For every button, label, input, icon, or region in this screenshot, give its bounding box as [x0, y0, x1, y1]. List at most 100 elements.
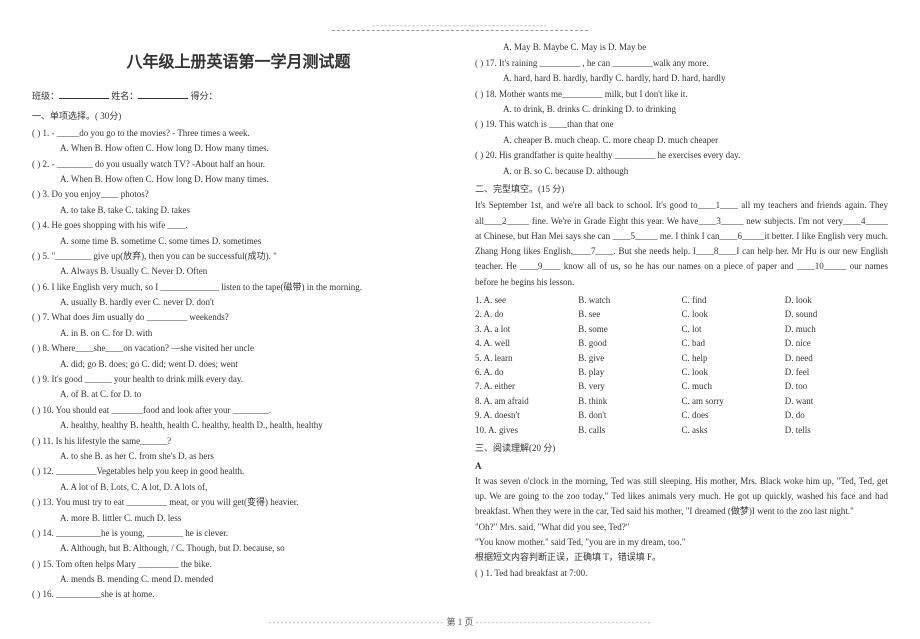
cloze-cell: D. feel	[785, 365, 888, 379]
class-label: 班级：	[32, 91, 59, 101]
cloze-cell: B. good	[578, 336, 681, 350]
cloze-cell: D. need	[785, 351, 888, 365]
right-column: A. May B. Maybe C. May is D. May be ( ) …	[475, 40, 888, 602]
cloze-cell: 10. A. gives	[475, 423, 578, 437]
q19: ( ) 19. This watch is ____than that one	[475, 117, 888, 131]
cloze-cell: B. play	[578, 365, 681, 379]
q19-opts: A. cheaper B. much cheap. C. more cheap …	[475, 133, 888, 147]
cloze-cell: 1. A. see	[475, 293, 578, 307]
reading-q1: ( ) 1. Ted had breakfast at 7:00.	[475, 566, 888, 580]
cloze-row: 3. A. a lotB. someC. lotD. much	[475, 322, 888, 336]
q14: ( ) 14. __________he is young, ________ …	[32, 526, 445, 540]
cloze-row: 4. A. wellB. goodC. badD. nice	[475, 336, 888, 350]
q5-opts: A. Always B. Usually C. Never D. Often	[32, 264, 445, 278]
header-dashes: ----------------------------------------…	[32, 18, 888, 32]
q15-opts: A. mends B. mending C. mend D. mended	[32, 572, 445, 586]
q11-opts: A. to she B. as her C. from she's D. as …	[32, 449, 445, 463]
q3-opts: A. to take B. take C. taking D. takes	[32, 203, 445, 217]
q18: ( ) 18. Mother wants me_________ milk, b…	[475, 87, 888, 101]
cloze-cell: B. watch	[578, 293, 681, 307]
reading-passage: It was seven o'clock in the morning, Ted…	[475, 474, 888, 520]
cloze-row: 2. A. doB. seeC. lookD. sound	[475, 307, 888, 321]
cloze-row: 6. A. doB. playC. lookD. feel	[475, 365, 888, 379]
cloze-cell: C. asks	[682, 423, 785, 437]
q1-opts: A. When B. How often C. How long D. How …	[32, 141, 445, 155]
section-2-heading: 二、完型填空。(15 分)	[475, 182, 888, 196]
cloze-cell: B. calls	[578, 423, 681, 437]
cloze-cell: B. give	[578, 351, 681, 365]
q4: ( ) 4. He goes shopping with his wife __…	[32, 218, 445, 232]
cloze-cell: C. find	[682, 293, 785, 307]
cloze-cell: 2. A. do	[475, 307, 578, 321]
cloze-row: 1. A. seeB. watchC. findD. look	[475, 293, 888, 307]
reading-p3: "You know mother." said Ted, "you are in…	[475, 535, 888, 549]
cloze-cell: 6. A. do	[475, 365, 578, 379]
cloze-row: 10. A. givesB. callsC. asksD. tells	[475, 423, 888, 437]
cloze-cell: D. tells	[785, 423, 888, 437]
name-blank[interactable]	[138, 88, 188, 99]
cloze-cell: B. think	[578, 394, 681, 408]
q1: ( ) 1. - _____do you go to the movies? -…	[32, 126, 445, 140]
cloze-row: 7. A. eitherB. veryC. muchD. too	[475, 379, 888, 393]
cloze-cell: 3. A. a lot	[475, 322, 578, 336]
cloze-cell: 4. A. well	[475, 336, 578, 350]
cloze-cell: D. sound	[785, 307, 888, 321]
footer-dash-left: ----------------------------------------…	[268, 617, 444, 627]
cloze-cell: C. much	[682, 379, 785, 393]
q17-opts: A. hard, hard B. hardly, hardly C. hardl…	[475, 71, 888, 85]
q6: ( ) 6. I like English very much, so I __…	[32, 280, 445, 294]
q8-opts: A. did; go B. does; go C. did; went D. d…	[32, 357, 445, 371]
q9: ( ) 9. It's good ______ your health to d…	[32, 372, 445, 386]
cloze-cell: D. nice	[785, 336, 888, 350]
q20-opts: A. or B. so C. because D. although	[475, 164, 888, 178]
cloze-row: 5. A. learnB. giveC. helpD. need	[475, 351, 888, 365]
page-footer: ----------------------------------------…	[32, 615, 888, 629]
q20: ( ) 20. His grandfather is quite healthy…	[475, 148, 888, 162]
q14-opts: A. Although, but B. Although, / C. Thoug…	[32, 541, 445, 555]
cloze-cell: B. see	[578, 307, 681, 321]
cloze-cell: C. bad	[682, 336, 785, 350]
cloze-cell: 8. A. am afraid	[475, 394, 578, 408]
cloze-cell: D. much	[785, 322, 888, 336]
section-1-heading: 一、单项选择。( 30分)	[32, 109, 445, 123]
q13-opts: A. more B. littler C. much D. less	[32, 511, 445, 525]
cloze-cell: B. don't	[578, 408, 681, 422]
student-meta: 班级： 姓名： 得分：	[32, 88, 445, 103]
cloze-cell: C. look	[682, 307, 785, 321]
page-number: 第 1 页	[446, 617, 473, 627]
cloze-cell: D. want	[785, 394, 888, 408]
q2: ( ) 2. - ________ do you usually watch T…	[32, 157, 445, 171]
name-label: 姓名：	[111, 91, 138, 101]
cloze-cell: C. lot	[682, 322, 785, 336]
q12: ( ) 12. _________Vegetables help you kee…	[32, 464, 445, 478]
q12-opts: A. A lot of B. Lots, C. A lot, D. A lots…	[32, 480, 445, 494]
score-label: 得分：	[191, 91, 218, 101]
q16: ( ) 16. __________she is at home.	[32, 587, 445, 601]
cloze-cell: 7. A. either	[475, 379, 578, 393]
cloze-cell: B. very	[578, 379, 681, 393]
q13: ( ) 13. You must try to eat _________ me…	[32, 495, 445, 509]
cloze-cell: C. help	[682, 351, 785, 365]
section-3-heading: 三、阅读理解(20 分)	[475, 441, 888, 455]
class-blank[interactable]	[59, 88, 109, 99]
q11: ( ) 11. Is his lifestyle the same______?	[32, 434, 445, 448]
cloze-options-table: 1. A. seeB. watchC. findD. look2. A. doB…	[475, 293, 888, 437]
q15: ( ) 15. Tom often helps Mary _________ t…	[32, 557, 445, 571]
reading-note: 根据短文内容判断正误，正确填 T，错误填 F。	[475, 550, 888, 564]
footer-dash-right: ----------------------------------------…	[476, 617, 652, 627]
cloze-cell: D. look	[785, 293, 888, 307]
q2-opts: A. When B. How often C. How long D. How …	[32, 172, 445, 186]
q16-opts: A. May B. Maybe C. May is D. May be	[475, 40, 888, 54]
q4-opts: A. some time B. sometime C. some times D…	[32, 234, 445, 248]
q6-opts: A. usually B. hardly ever C. never D. do…	[32, 295, 445, 309]
q9-opts: A. of B. at C. for D. to	[32, 387, 445, 401]
q7: ( ) 7. What does Jim usually do ________…	[32, 310, 445, 324]
cloze-row: 8. A. am afraidB. thinkC. am sorryD. wan…	[475, 394, 888, 408]
cloze-cell: D. too	[785, 379, 888, 393]
cloze-cell: C. look	[682, 365, 785, 379]
cloze-cell: 5. A. learn	[475, 351, 578, 365]
reading-p2: "Oh?" Mrs. said, "What did you see, Ted?…	[475, 520, 888, 534]
cloze-cell: C. does	[682, 408, 785, 422]
cloze-cell: D. do	[785, 408, 888, 422]
q5: ( ) 5. "________ give up(放弃), then you c…	[32, 249, 445, 263]
